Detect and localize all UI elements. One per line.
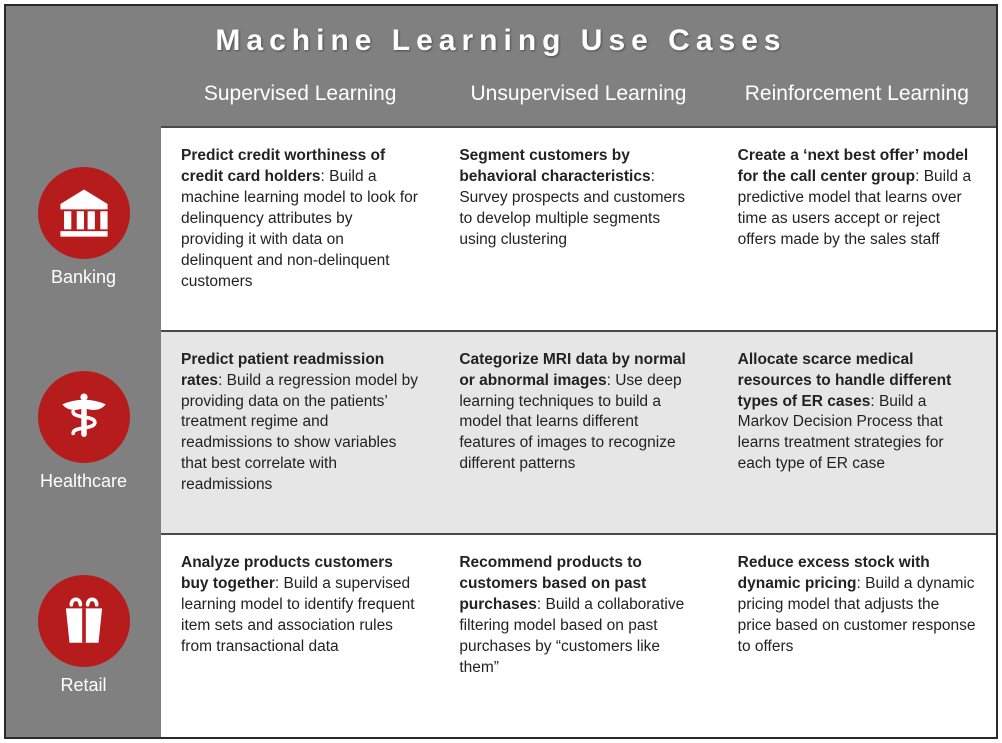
- corner-cell: [6, 66, 161, 126]
- cell-text: : Build a regression model by providing …: [181, 372, 418, 494]
- row-header-retail: Retail: [6, 533, 161, 737]
- page-title: Machine Learning Use Cases: [6, 6, 996, 66]
- retail-icon: [38, 575, 130, 667]
- column-header-unsupervised: Unsupervised Learning: [439, 66, 717, 126]
- medical-icon: [38, 371, 130, 463]
- use-case-grid: Supervised Learning Unsupervised Learnin…: [6, 66, 996, 737]
- cell-bold: Segment customers by behavioral characte…: [459, 147, 650, 185]
- column-header-supervised: Supervised Learning: [161, 66, 439, 126]
- cell-retail-unsupervised: Recommend products to customers based on…: [439, 533, 717, 737]
- cell-healthcare-supervised: Predict patient readmission rates: Build…: [161, 330, 439, 534]
- bank-icon: [38, 167, 130, 259]
- cell-banking-supervised: Predict credit worthiness of credit card…: [161, 126, 439, 330]
- cell-healthcare-reinforcement: Allocate scarce medical resources to han…: [718, 330, 996, 534]
- cell-text: : Build a machine learning model to look…: [181, 168, 418, 290]
- cell-banking-unsupervised: Segment customers by behavioral characte…: [439, 126, 717, 330]
- row-label-retail: Retail: [60, 675, 106, 696]
- cell-banking-reinforcement: Create a ‘next best offer’ model for the…: [718, 126, 996, 330]
- infographic-container: Machine Learning Use Cases Supervised Le…: [4, 4, 998, 739]
- row-header-healthcare: Healthcare: [6, 330, 161, 534]
- row-label-healthcare: Healthcare: [40, 471, 127, 492]
- cell-retail-supervised: Analyze products customers buy together:…: [161, 533, 439, 737]
- column-header-reinforcement: Reinforcement Learning: [718, 66, 996, 126]
- row-label-banking: Banking: [51, 267, 116, 288]
- cell-healthcare-unsupervised: Categorize MRI data by normal or abnorma…: [439, 330, 717, 534]
- cell-retail-reinforcement: Reduce excess stock with dynamic pricing…: [718, 533, 996, 737]
- row-header-banking: Banking: [6, 126, 161, 330]
